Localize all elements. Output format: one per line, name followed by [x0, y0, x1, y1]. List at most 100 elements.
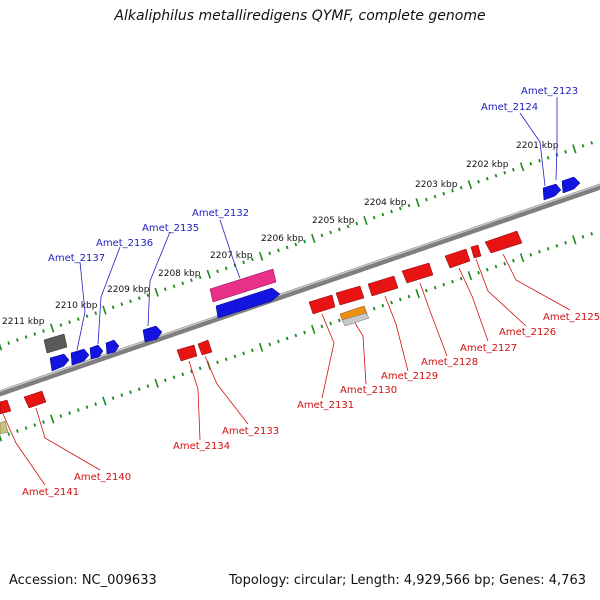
forward-track-minor-tick — [485, 176, 489, 181]
reverse-track-major-tick — [102, 396, 107, 406]
gene-label-amet-2128[interactable]: Amet_2128 — [421, 357, 478, 368]
forward-track-minor-tick — [242, 260, 246, 265]
tick-label-2202: 2202 kbp — [466, 160, 509, 170]
gene-amet-2132[interactable] — [215, 287, 281, 319]
gene-label-amet-2131[interactable]: Amet_2131 — [297, 400, 354, 411]
forward-track-minor-tick — [181, 281, 185, 286]
forward-track-minor-tick — [303, 239, 306, 244]
gene-amet-2135[interactable] — [142, 325, 163, 343]
gene-label-amet-2140[interactable]: Amet_2140 — [74, 472, 131, 483]
gene-label-amet-2137[interactable]: Amet_2137 — [48, 253, 105, 264]
gene-label-amet-2129[interactable]: Amet_2129 — [381, 371, 438, 382]
map-title: Alkaliphilus metalliredigens QYMF, compl… — [114, 8, 486, 24]
gene-amet-2125[interactable] — [484, 230, 523, 254]
gene-amet-2124[interactable] — [542, 183, 562, 201]
pseudogene-feature[interactable] — [43, 333, 68, 354]
reverse-track-minor-tick — [564, 241, 567, 245]
forward-track-minor-tick — [85, 314, 89, 318]
rrna-amet-2132[interactable] — [209, 268, 277, 303]
gene-label-amet-2125[interactable]: Amet_2125 — [543, 312, 600, 323]
forward-track-minor-tick — [564, 150, 567, 154]
gene-amet-2130[interactable] — [335, 285, 365, 306]
tick-label-2207: 2207 kbp — [210, 251, 253, 261]
forward-track-minor-tick — [442, 191, 446, 196]
forward-track-minor-tick — [581, 144, 585, 148]
tick-label-2204: 2204 kbp — [364, 198, 407, 208]
gene-amet-2140[interactable] — [23, 390, 47, 409]
forward-tick-track — [0, 141, 594, 351]
gene-label-amet-2135[interactable]: Amet_2135 — [142, 223, 199, 234]
gene-amet-2136b[interactable] — [89, 344, 104, 360]
misc-feature[interactable] — [341, 312, 370, 327]
gene-label-amet-2136[interactable]: Amet_2136 — [96, 238, 153, 249]
tick-label-2206: 2206 kbp — [261, 234, 304, 244]
reverse-track-minor-tick — [459, 276, 463, 281]
gene-amet-2127[interactable] — [444, 248, 471, 269]
other-feature[interactable] — [0, 420, 9, 435]
reverse-track-minor-tick — [242, 351, 246, 356]
trna-feature[interactable] — [339, 305, 368, 323]
forward-track-major-tick — [102, 305, 107, 315]
reverse-track-minor-tick — [137, 387, 141, 392]
gene-amet-2131[interactable] — [308, 294, 336, 315]
forward-track-minor-tick — [372, 215, 376, 220]
reverse-track-minor-tick — [285, 336, 289, 341]
forward-track-minor-tick — [477, 179, 480, 184]
forward-track-minor-tick — [94, 311, 98, 315]
forward-track-minor-tick — [76, 317, 80, 321]
gene-label-amet-2132[interactable]: Amet_2132 — [192, 208, 249, 219]
gene-amet-2138[interactable] — [49, 353, 70, 372]
reverse-track-minor-tick — [477, 270, 480, 275]
reverse-track-minor-tick — [250, 348, 254, 353]
forward-track-minor-tick — [459, 185, 463, 190]
reverse-track-minor-tick — [216, 360, 219, 365]
reverse-track-minor-tick — [94, 402, 98, 406]
forward-track-major-tick — [206, 269, 212, 279]
reverse-track-minor-tick — [76, 408, 80, 412]
reverse-track-major-tick — [0, 434, 3, 442]
forward-track-minor-tick — [451, 188, 454, 193]
reverse-track-minor-tick — [546, 246, 550, 251]
gene-label-amet-2134[interactable]: Amet_2134 — [173, 441, 230, 452]
gene-amet-2134[interactable] — [176, 344, 198, 362]
accession-text: Accession: NC_009633 — [9, 573, 157, 588]
forward-track-minor-tick — [146, 293, 150, 298]
reverse-track-minor-tick — [529, 252, 533, 257]
reverse-track-minor-tick — [329, 321, 333, 326]
reverse-track-minor-tick — [190, 369, 193, 374]
gene-amet-2128[interactable] — [401, 262, 434, 284]
gene-amet-2129[interactable] — [367, 275, 399, 297]
forward-track-minor-tick — [268, 251, 272, 256]
gene-amet-2136a[interactable] — [105, 339, 120, 355]
forward-track-minor-tick — [590, 141, 594, 145]
reverse-track-major-tick — [311, 324, 316, 334]
gene-label-amet-2123[interactable]: Amet_2123 — [521, 86, 578, 97]
gene-label-amet-2124[interactable]: Amet_2124 — [481, 102, 538, 113]
gene-label-amet-2133[interactable]: Amet_2133 — [222, 426, 279, 437]
forward-track-major-tick — [258, 251, 264, 261]
tick-label-2203: 2203 kbp — [415, 180, 458, 190]
reverse-track-minor-tick — [172, 375, 176, 380]
gene-amet-2123[interactable] — [561, 176, 581, 194]
gene-amet-2141[interactable] — [0, 399, 12, 415]
forward-track-minor-tick — [120, 302, 124, 306]
reverse-track-minor-tick — [277, 339, 280, 344]
forward-label-leaders — [76, 97, 558, 351]
gene-label-amet-2126[interactable]: Amet_2126 — [499, 327, 556, 338]
gene-amet-2126[interactable] — [470, 244, 482, 259]
reverse-track-minor-tick — [398, 297, 402, 302]
reverse-track-minor-tick — [538, 249, 541, 254]
gene-label-amet-2141[interactable]: Amet_2141 — [22, 487, 79, 498]
forward-track-minor-tick — [129, 299, 132, 303]
reverse-track-minor-tick — [198, 366, 202, 371]
forward-track-minor-tick — [346, 224, 350, 229]
forward-track-minor-tick — [137, 296, 141, 301]
gene-amet-2133[interactable] — [197, 339, 213, 356]
tick-labels: 2201 kbp 2202 kbp 2203 kbp 2204 kbp 2205… — [2, 141, 559, 327]
forward-track-minor-tick — [390, 209, 393, 214]
gene-label-amet-2130[interactable]: Amet_2130 — [340, 385, 397, 396]
gene-amet-2137[interactable] — [70, 348, 90, 366]
reverse-track-minor-tick — [390, 300, 393, 305]
gene-label-amet-2127[interactable]: Amet_2127 — [460, 343, 517, 354]
